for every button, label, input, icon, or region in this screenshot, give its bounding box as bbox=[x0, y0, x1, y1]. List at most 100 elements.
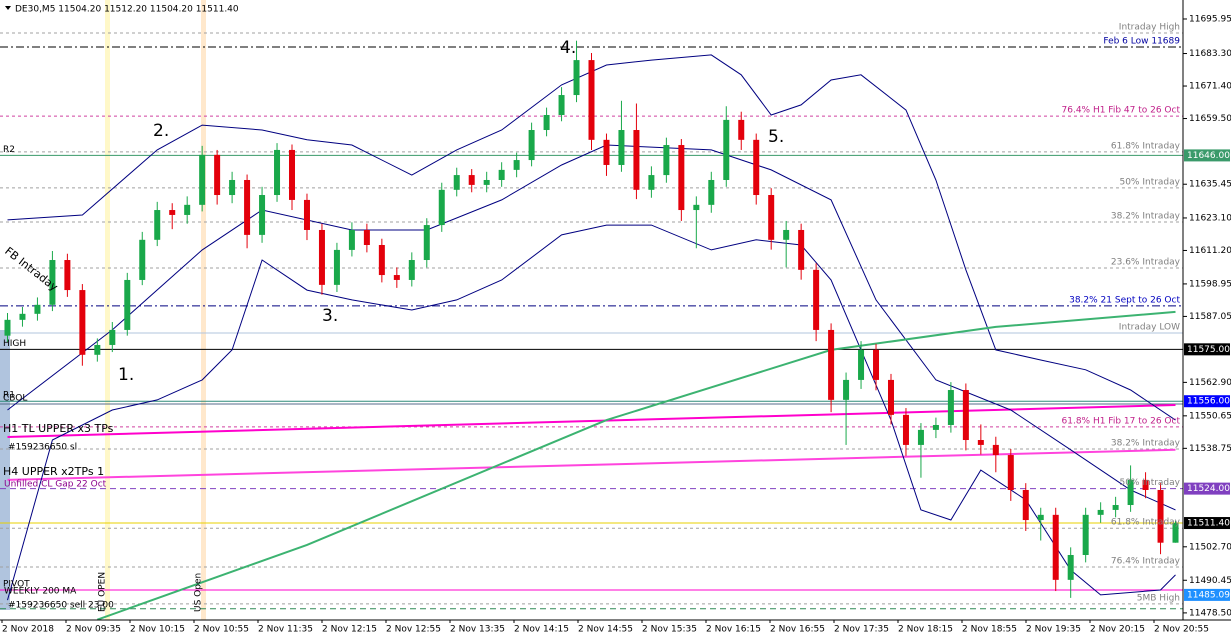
x-tick-label: 2 Nov 14:55 bbox=[578, 625, 633, 635]
level-label: 50% Intraday bbox=[1119, 177, 1180, 187]
y-tick-label: 11478.50 bbox=[1189, 608, 1231, 618]
candle-body bbox=[873, 349, 880, 380]
level-label: Feb 6 Low 11689 bbox=[1103, 36, 1180, 46]
x-tick-label: 2 Nov 09:35 bbox=[66, 625, 121, 635]
note: Unfilled CL Gap 22 Oct bbox=[4, 480, 107, 490]
x-tick-label: 2 Nov 18:55 bbox=[962, 625, 1017, 635]
candle-body bbox=[348, 229, 355, 250]
candle-body bbox=[678, 145, 685, 211]
x-tick-label: 2 Nov 14:15 bbox=[514, 625, 569, 635]
price-label: 11575.00 bbox=[1187, 345, 1230, 355]
annotation: 2. bbox=[153, 121, 169, 141]
y-tick-label: 11538.75 bbox=[1189, 444, 1231, 454]
candle-body bbox=[303, 199, 310, 230]
session-bar bbox=[201, 0, 206, 620]
candle-body bbox=[4, 319, 11, 336]
level-left-label: HIGH bbox=[3, 339, 26, 349]
x-tick-label: 2 Nov 20:15 bbox=[1090, 625, 1145, 635]
candle-body bbox=[947, 390, 954, 425]
level-label: 38.2% Intraday bbox=[1111, 212, 1181, 222]
price-label-box bbox=[1184, 482, 1230, 495]
price-label: 11485.09 bbox=[1187, 590, 1230, 600]
price-label-box bbox=[1184, 588, 1230, 601]
level-label: 38.2% 21 Sept to 26 Oct bbox=[1069, 295, 1180, 305]
candle-body bbox=[333, 249, 340, 285]
note: US Open bbox=[194, 573, 204, 612]
candle-body bbox=[917, 429, 924, 445]
price-label-box bbox=[1184, 149, 1230, 162]
candle-body bbox=[49, 260, 56, 305]
annotation: 1. bbox=[118, 365, 134, 385]
level-left-label: R1 bbox=[3, 391, 15, 401]
session-bar bbox=[105, 0, 110, 620]
x-tick-label: 2 Nov 13:35 bbox=[450, 625, 505, 635]
y-tick-label: 11623.10 bbox=[1189, 213, 1231, 223]
y-tick-label: 11562.90 bbox=[1189, 378, 1231, 388]
candle-body bbox=[977, 440, 984, 445]
price-label-box bbox=[1184, 517, 1230, 530]
trendline-label: H4 UPPER x2TPs 1 bbox=[3, 465, 104, 478]
x-tick-label: 2 Nov 11:35 bbox=[258, 625, 313, 635]
candle-body bbox=[1127, 479, 1134, 506]
price-label-box bbox=[1184, 395, 1230, 408]
candle-body bbox=[783, 229, 790, 240]
candle-body bbox=[603, 139, 610, 165]
x-tick-label: 2 Nov 12:15 bbox=[322, 625, 377, 635]
level-label: 5MB High bbox=[1137, 593, 1180, 603]
candle-body bbox=[1022, 489, 1029, 521]
candle-body bbox=[468, 175, 475, 185]
level-label: Intraday High bbox=[1119, 23, 1180, 33]
candle-body bbox=[1052, 514, 1059, 580]
price-label: 11646.00 bbox=[1187, 151, 1230, 161]
price-label: 11511.40 bbox=[1187, 519, 1230, 529]
candle-body bbox=[289, 149, 296, 200]
candle-body bbox=[648, 175, 655, 190]
candle-body bbox=[393, 275, 400, 280]
x-tick-label: 2 Nov 12:55 bbox=[386, 625, 441, 635]
side-bar bbox=[0, 330, 10, 610]
y-tick-label: 11550.65 bbox=[1189, 411, 1231, 421]
level-label: 76.4% Intraday bbox=[1111, 557, 1181, 567]
y-tick-label: 11683.30 bbox=[1189, 49, 1231, 59]
annotation: 4. bbox=[560, 38, 576, 58]
candle-body bbox=[498, 169, 505, 180]
candle-body bbox=[543, 114, 550, 131]
level-label: 61.8% Intraday bbox=[1111, 518, 1181, 528]
candle-body bbox=[378, 244, 385, 276]
candle-body bbox=[34, 304, 41, 314]
candle-body bbox=[723, 119, 730, 180]
y-tick-label: 11587.05 bbox=[1189, 312, 1231, 322]
candle-body bbox=[1097, 509, 1104, 515]
y-tick-label: 11502.70 bbox=[1189, 542, 1231, 552]
candle-body bbox=[408, 260, 415, 280]
y-tick-label: 11659.50 bbox=[1189, 114, 1231, 124]
candle-body bbox=[828, 329, 835, 400]
candle-body bbox=[1112, 505, 1119, 510]
candle-body bbox=[708, 179, 715, 205]
candle-body bbox=[738, 119, 745, 140]
candle-body bbox=[992, 444, 999, 456]
candle-body bbox=[1082, 514, 1089, 555]
x-tick-label: 2 Nov 17:35 bbox=[834, 625, 889, 635]
candle-body bbox=[858, 349, 865, 380]
candle-body bbox=[528, 130, 535, 161]
candle-body bbox=[1007, 455, 1014, 490]
x-tick-label: 2 Nov 10:55 bbox=[194, 625, 249, 635]
note: #159236650 sell 23.00 bbox=[8, 601, 114, 611]
level-left-label: R2 bbox=[3, 145, 15, 155]
candle-body bbox=[453, 175, 460, 190]
level-label: 23.6% Intraday bbox=[1111, 257, 1181, 267]
candle-body bbox=[768, 195, 775, 240]
y-tick-label: 11598.95 bbox=[1189, 279, 1231, 289]
price-label: 11524.00 bbox=[1187, 484, 1230, 494]
x-tick-label: 2 Nov 16:15 bbox=[706, 625, 761, 635]
menu-icon bbox=[5, 6, 11, 10]
candle-body bbox=[139, 239, 146, 280]
x-tick-label: 2 Nov 20:55 bbox=[1154, 625, 1209, 635]
candle-body bbox=[438, 189, 445, 226]
candle-body bbox=[109, 329, 116, 345]
candle-body bbox=[214, 154, 221, 196]
candle-body bbox=[588, 60, 595, 140]
indicator-line bbox=[96, 310, 1176, 621]
